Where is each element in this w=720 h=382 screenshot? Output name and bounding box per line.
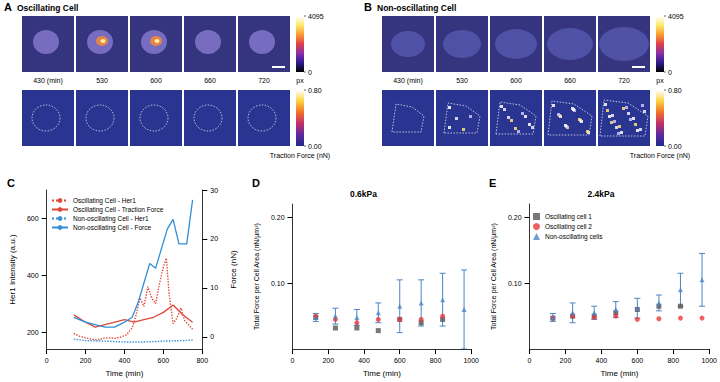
svg-text:600: 600 xyxy=(394,357,406,364)
svg-text:A: A xyxy=(4,1,12,13)
svg-text:E: E xyxy=(489,177,496,189)
svg-text:0: 0 xyxy=(668,69,672,76)
svg-text:Oscillating Cell - Traction Fo: Oscillating Cell - Traction Force xyxy=(73,206,164,214)
svg-text:D: D xyxy=(252,177,260,189)
svg-text:200: 200 xyxy=(322,357,334,364)
svg-text:20: 20 xyxy=(210,235,218,242)
svg-text:Time (min): Time (min) xyxy=(600,369,638,378)
svg-text:px: px xyxy=(296,77,304,85)
svg-text:800: 800 xyxy=(667,357,679,364)
svg-text:Non-oscillating Cell - Her1: Non-oscillating Cell - Her1 xyxy=(73,215,149,223)
svg-text:0.00: 0.00 xyxy=(308,143,322,150)
svg-text:720: 720 xyxy=(618,77,630,84)
svg-text:0.6kPa: 0.6kPa xyxy=(350,189,377,199)
svg-text:0.80: 0.80 xyxy=(668,87,682,94)
svg-text:Traction Force (nN): Traction Force (nN) xyxy=(630,152,690,160)
svg-text:C: C xyxy=(7,177,15,189)
svg-text:200: 200 xyxy=(80,357,92,364)
svg-text:0.20: 0.20 xyxy=(508,214,522,221)
svg-text:Non-oscillating Cell: Non-oscillating Cell xyxy=(377,3,456,13)
svg-text:4095: 4095 xyxy=(308,13,324,20)
svg-text:400: 400 xyxy=(119,357,131,364)
svg-text:1000: 1000 xyxy=(701,357,717,364)
svg-text:Her1 Intensity (a.u.): Her1 Intensity (a.u.) xyxy=(8,234,17,305)
svg-text:Time (min): Time (min) xyxy=(105,369,143,378)
svg-text:0: 0 xyxy=(210,333,214,340)
svg-text:720: 720 xyxy=(258,77,270,84)
svg-text:Total Force per Cell Area (nN/: Total Force per Cell Area (nN/µm²) xyxy=(490,223,498,330)
svg-text:Time (min): Time (min) xyxy=(363,369,401,378)
svg-text:Oscillating cell 1: Oscillating cell 1 xyxy=(545,213,592,221)
svg-text:px: px xyxy=(656,77,664,85)
svg-text:2.4kPa: 2.4kPa xyxy=(588,189,615,199)
svg-text:B: B xyxy=(364,1,372,13)
svg-text:0: 0 xyxy=(45,357,49,364)
svg-text:0.80: 0.80 xyxy=(308,87,322,94)
svg-text:Non-oscillating cells: Non-oscillating cells xyxy=(545,233,603,241)
svg-text:30: 30 xyxy=(210,187,218,194)
svg-text:400: 400 xyxy=(358,357,370,364)
svg-text:Traction Force (nN): Traction Force (nN) xyxy=(270,152,330,160)
svg-text:0.20: 0.20 xyxy=(271,214,285,221)
svg-text:Oscillating cell 2: Oscillating cell 2 xyxy=(545,223,592,231)
svg-text:0.10: 0.10 xyxy=(271,280,285,287)
svg-text:530: 530 xyxy=(96,77,108,84)
svg-text:430 (min): 430 (min) xyxy=(33,77,63,85)
svg-text:660: 660 xyxy=(204,77,216,84)
svg-text:Oscillating Cell - Her1: Oscillating Cell - Her1 xyxy=(73,197,136,205)
svg-text:600: 600 xyxy=(150,77,162,84)
svg-text:4095: 4095 xyxy=(668,13,684,20)
svg-text:0.10: 0.10 xyxy=(508,280,522,287)
svg-text:10: 10 xyxy=(210,284,218,291)
svg-text:1000: 1000 xyxy=(463,357,479,364)
svg-text:600: 600 xyxy=(510,77,522,84)
svg-text:200: 200 xyxy=(560,357,572,364)
svg-text:660: 660 xyxy=(564,77,576,84)
svg-text:800: 800 xyxy=(196,357,208,364)
svg-text:600: 600 xyxy=(27,215,39,222)
svg-text:Oscillating Cell: Oscillating Cell xyxy=(17,3,78,13)
svg-text:0.00: 0.00 xyxy=(668,143,682,150)
svg-text:800: 800 xyxy=(430,357,442,364)
svg-text:Total Force per Cell Area (nN/: Total Force per Cell Area (nN/µm²) xyxy=(253,223,261,330)
svg-text:530: 530 xyxy=(456,77,468,84)
svg-text:600: 600 xyxy=(158,357,170,364)
svg-text:430 (min): 430 (min) xyxy=(393,77,423,85)
svg-text:Non-oscillating Cell - Force: Non-oscillating Cell - Force xyxy=(73,224,151,232)
svg-text:0: 0 xyxy=(528,357,532,364)
svg-text:0: 0 xyxy=(308,69,312,76)
svg-text:Force (nN): Force (nN) xyxy=(229,250,238,289)
svg-text:400: 400 xyxy=(596,357,608,364)
svg-text:400: 400 xyxy=(27,272,39,279)
svg-text:600: 600 xyxy=(631,357,643,364)
svg-text:0: 0 xyxy=(291,357,295,364)
svg-text:200: 200 xyxy=(27,329,39,336)
